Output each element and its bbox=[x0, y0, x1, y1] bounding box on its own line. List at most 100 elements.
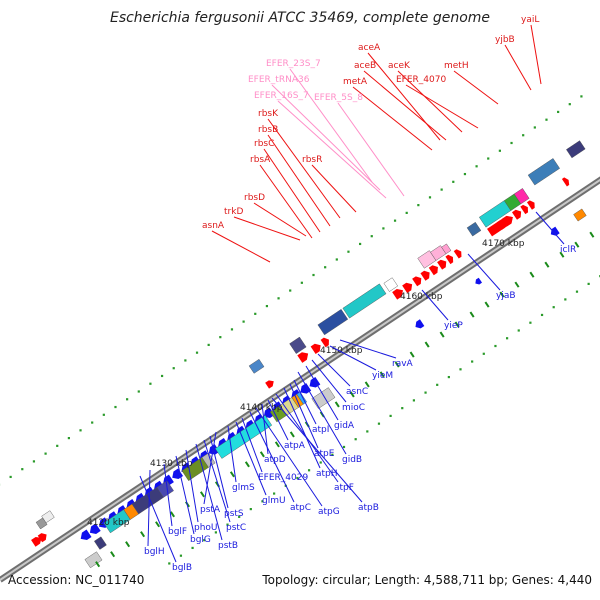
forward-gene-arrow bbox=[561, 177, 570, 187]
ring-dot bbox=[126, 398, 129, 401]
reverse-gene-label: iclR bbox=[560, 245, 576, 255]
reverse-gene-block bbox=[573, 208, 587, 222]
ring-dot bbox=[417, 204, 420, 207]
reverse-gene-label: atpH bbox=[316, 469, 338, 479]
forward-label-leader bbox=[405, 84, 479, 129]
reverse-gene-block bbox=[311, 387, 336, 409]
track-dots bbox=[0, 95, 600, 565]
reverse-label-leader bbox=[235, 421, 267, 496]
ring-dot bbox=[249, 507, 252, 511]
ring-dot bbox=[587, 282, 590, 285]
ring-dot bbox=[529, 321, 532, 324]
forward-gene-arrow bbox=[31, 537, 42, 547]
rrna-label-leader bbox=[289, 68, 373, 183]
forward-gene-block bbox=[248, 358, 265, 374]
reverse-gene-arrow bbox=[475, 277, 483, 285]
reverse-label-leader bbox=[467, 253, 501, 291]
rrna-label-leader bbox=[277, 100, 387, 199]
reverse-gene-label: pstC bbox=[226, 523, 246, 533]
forward-gene-label: EFER_4070 bbox=[396, 75, 446, 85]
scale-tick bbox=[110, 551, 116, 558]
ring-dot bbox=[482, 352, 485, 355]
ring-dot bbox=[498, 149, 501, 152]
scale-tick bbox=[199, 491, 205, 498]
ring-dot bbox=[160, 374, 164, 378]
ring-dot bbox=[436, 383, 439, 386]
forward-label-leader bbox=[352, 86, 433, 151]
forward-label-leader bbox=[259, 164, 313, 239]
ring-dot bbox=[428, 196, 432, 199]
ring-dot bbox=[331, 453, 334, 456]
reverse-label-leader bbox=[293, 379, 317, 425]
ring-dot bbox=[168, 562, 171, 565]
ring-dot bbox=[9, 475, 12, 479]
reverse-label-leader bbox=[185, 449, 199, 523]
forward-gene-block bbox=[383, 277, 398, 292]
ring-dot bbox=[238, 515, 241, 518]
ring-dot bbox=[79, 429, 82, 432]
forward-label-leader bbox=[211, 230, 271, 263]
reverse-label-leader bbox=[203, 431, 217, 505]
ring-dot bbox=[545, 118, 548, 121]
forward-gene-arrow bbox=[453, 249, 462, 259]
reverse-gene-label: yieP bbox=[444, 321, 463, 331]
rrna-label-leader bbox=[271, 84, 381, 191]
reverse-label-leader bbox=[195, 443, 223, 541]
ring-dot bbox=[447, 375, 450, 379]
ring-dot bbox=[44, 452, 47, 455]
ring-dot bbox=[366, 430, 369, 433]
ring-dot bbox=[265, 304, 269, 308]
ring-dot bbox=[102, 413, 105, 416]
forward-gene-arrow bbox=[511, 209, 522, 220]
forward-gene-label: rbsA bbox=[250, 155, 271, 165]
reverse-label-leader bbox=[297, 371, 347, 455]
reverse-gene-block bbox=[156, 480, 174, 498]
forward-gene-arrow bbox=[402, 282, 413, 293]
forward-gene-label: rbsC bbox=[254, 139, 274, 149]
reverse-gene-label: asnC bbox=[346, 387, 368, 397]
reverse-label-leader bbox=[283, 387, 321, 469]
reverse-gene-label: atpG bbox=[318, 507, 340, 517]
scale-label: 4130 kbp bbox=[150, 459, 193, 469]
reverse-label-leader bbox=[241, 417, 263, 473]
forward-label-leader bbox=[267, 118, 341, 219]
forward-gene-block bbox=[317, 309, 349, 336]
forward-gene-block bbox=[35, 517, 48, 530]
ring-dot bbox=[307, 469, 311, 472]
ring-dot bbox=[389, 414, 392, 418]
ring-dot bbox=[319, 461, 322, 464]
ring-dot bbox=[261, 500, 264, 503]
forward-gene-arrow bbox=[412, 276, 422, 287]
forward-label-leader bbox=[530, 24, 542, 85]
ring-dot bbox=[184, 359, 187, 362]
ring-dot bbox=[505, 337, 509, 340]
reverse-label-leader bbox=[203, 439, 231, 523]
reverse-gene-label: pstS bbox=[224, 509, 244, 519]
forward-label-leader bbox=[504, 44, 532, 91]
reverse-label-leader bbox=[249, 411, 295, 503]
reverse-label-leader bbox=[421, 289, 449, 321]
forward-label-leader bbox=[267, 134, 331, 227]
forward-gene-arrow bbox=[310, 343, 321, 354]
forward-gene-label: rbsD bbox=[244, 193, 265, 203]
forward-gene-label: metH bbox=[444, 61, 469, 71]
reverse-gene-label: bglH bbox=[144, 547, 165, 557]
reverse-label-leader bbox=[317, 353, 351, 387]
scale-tick bbox=[229, 471, 235, 478]
scale-label: 4120 kbp bbox=[87, 518, 130, 528]
forward-gene-block bbox=[566, 140, 586, 159]
forward-gene-arrow bbox=[320, 337, 329, 348]
reverse-label-leader bbox=[311, 359, 347, 403]
ring-dot bbox=[522, 134, 525, 137]
rrna-label: EFER_5S_8 bbox=[314, 93, 363, 103]
reverse-gene-arrow bbox=[550, 226, 560, 236]
scale-tick bbox=[170, 511, 176, 518]
reverse-label-leader bbox=[329, 345, 377, 371]
scale-tick bbox=[439, 331, 445, 338]
scale-tick bbox=[469, 311, 475, 318]
ring-dot bbox=[540, 313, 544, 317]
ring-dot bbox=[564, 298, 567, 301]
forward-gene-label: asnA bbox=[202, 221, 225, 231]
forward-label-leader bbox=[311, 164, 357, 213]
reverse-gene-label: atpE bbox=[314, 449, 335, 459]
